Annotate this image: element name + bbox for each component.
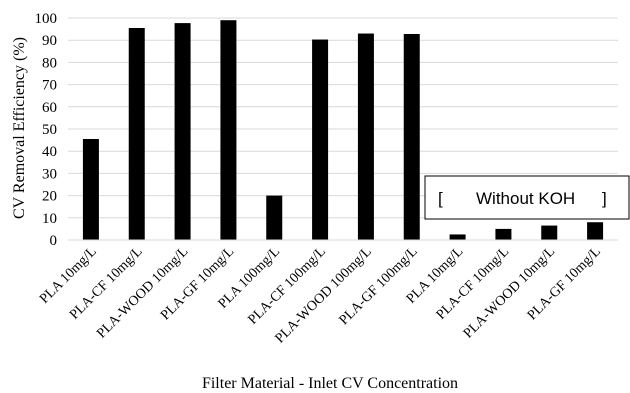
y-axis-title: CV Removal Efficiency (%) xyxy=(11,37,28,219)
y-tick-label: 10 xyxy=(42,211,57,227)
y-tick-label: 100 xyxy=(35,11,58,27)
bar xyxy=(174,23,191,240)
x-axis-title: Filter Material - Inlet CV Concentration xyxy=(202,375,458,392)
bar xyxy=(357,33,374,240)
bar xyxy=(128,27,145,240)
y-tick-labels: 0 10 20 30 40 50 60 70 80 90 100 xyxy=(35,11,58,249)
y-tick-label: 70 xyxy=(42,78,57,94)
y-tick-label: 50 xyxy=(42,122,57,138)
bar xyxy=(82,138,99,240)
annotation-label: Without KOH xyxy=(476,189,575,208)
bar xyxy=(495,228,512,240)
y-tick-label: 80 xyxy=(42,55,57,71)
x-tick-label: PLA-CF 100mg/L xyxy=(245,244,328,327)
bar xyxy=(449,234,466,240)
bar xyxy=(266,195,283,240)
bar xyxy=(403,33,420,240)
annotation-open-bracket: [ xyxy=(438,189,443,208)
bars xyxy=(82,20,604,241)
bar xyxy=(541,225,558,240)
y-tick-label: 60 xyxy=(42,100,57,116)
y-tick-label: 30 xyxy=(42,166,57,182)
y-tick-label: 0 xyxy=(50,233,58,249)
annotation-box: [ Without KOH ] xyxy=(424,175,630,220)
annotation-close-bracket: ] xyxy=(602,189,607,208)
gridlines xyxy=(68,17,618,219)
bar xyxy=(312,39,329,241)
bar xyxy=(587,222,604,240)
y-tick-label: 90 xyxy=(42,33,57,49)
y-tick-label: 20 xyxy=(42,189,57,205)
x-tick-label: PLA-GF 100mg/L xyxy=(337,244,421,328)
y-tick-label: 40 xyxy=(42,144,57,160)
bar xyxy=(220,20,237,240)
